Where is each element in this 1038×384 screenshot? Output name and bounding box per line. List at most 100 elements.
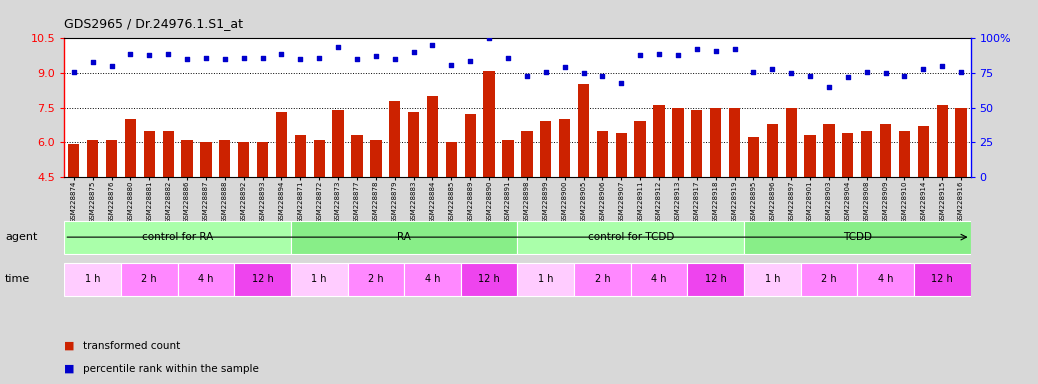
Bar (673, 108, 684, 177)
Text: ■: ■ (64, 341, 75, 351)
Bar (899, 131, 910, 177)
Point (481, 35, 497, 41)
Point (896, 73, 912, 79)
Bar (163, 131, 173, 177)
Text: agent: agent (5, 232, 37, 242)
Point (462, 58, 479, 64)
Point (141, 52, 158, 58)
Bar (182, 140, 193, 177)
Bar (800, 263, 857, 296)
Bar (521, 131, 532, 177)
Point (443, 61, 460, 68)
Bar (465, 114, 475, 177)
Text: 1 h: 1 h (765, 274, 780, 285)
Bar (936, 105, 948, 177)
Point (367, 53, 384, 60)
Bar (862, 131, 872, 177)
Point (405, 49, 421, 55)
Bar (823, 124, 835, 177)
Bar (219, 140, 230, 177)
Point (801, 73, 818, 79)
Text: 12 h: 12 h (479, 274, 500, 285)
Bar (348, 263, 404, 296)
Text: 4 h: 4 h (425, 274, 440, 285)
Point (65, 68, 82, 74)
Bar (747, 137, 759, 177)
Bar (597, 131, 608, 177)
Point (122, 51, 139, 57)
Bar (404, 263, 461, 296)
Bar (744, 221, 971, 253)
Bar (200, 142, 212, 177)
Bar (291, 263, 348, 296)
Point (160, 51, 176, 57)
Bar (842, 133, 853, 177)
Bar (653, 105, 664, 177)
Point (651, 51, 667, 57)
Bar (559, 119, 570, 177)
Point (538, 68, 554, 74)
Bar (786, 108, 797, 177)
Point (84, 59, 101, 65)
Point (499, 55, 516, 61)
Point (953, 68, 969, 74)
Bar (87, 140, 99, 177)
Bar (631, 263, 687, 296)
Bar (540, 121, 551, 177)
Bar (427, 96, 438, 177)
Bar (332, 110, 344, 177)
Text: 4 h: 4 h (878, 274, 894, 285)
Bar (276, 112, 288, 177)
Bar (634, 121, 646, 177)
Bar (710, 108, 721, 177)
Text: TCDD: TCDD (843, 232, 872, 242)
Bar (313, 140, 325, 177)
Bar (143, 131, 155, 177)
Bar (691, 110, 703, 177)
Point (934, 63, 951, 69)
Text: GDS2965 / Dr.24976.1.S1_at: GDS2965 / Dr.24976.1.S1_at (64, 17, 243, 30)
Bar (64, 221, 291, 253)
Point (519, 73, 536, 79)
Bar (125, 119, 136, 177)
Text: 12 h: 12 h (251, 274, 273, 285)
Point (594, 73, 610, 79)
Point (613, 79, 630, 86)
Bar (502, 140, 514, 177)
Bar (880, 124, 892, 177)
Bar (408, 112, 419, 177)
Text: 1 h: 1 h (311, 274, 327, 285)
Point (688, 46, 705, 53)
Point (727, 46, 743, 53)
Bar (744, 263, 800, 296)
Bar (64, 263, 121, 296)
Bar (351, 135, 362, 177)
Point (877, 70, 894, 76)
Point (575, 70, 592, 76)
Bar (517, 221, 744, 253)
Point (254, 55, 271, 61)
Bar (955, 108, 966, 177)
Point (764, 66, 781, 72)
Point (349, 56, 365, 62)
Bar (767, 124, 777, 177)
Text: time: time (5, 274, 30, 285)
Text: 4 h: 4 h (198, 274, 214, 285)
Point (273, 51, 290, 57)
Bar (574, 263, 631, 296)
Bar (687, 263, 744, 296)
Bar (918, 126, 929, 177)
Bar (517, 263, 574, 296)
Bar (857, 263, 913, 296)
Point (386, 56, 403, 62)
Point (840, 74, 856, 80)
Bar (578, 84, 590, 177)
Point (311, 55, 328, 61)
Text: 1 h: 1 h (85, 274, 101, 285)
Point (858, 68, 875, 74)
Text: 2 h: 2 h (595, 274, 610, 285)
Point (179, 56, 195, 62)
Point (745, 68, 762, 74)
Bar (177, 263, 235, 296)
Text: 2 h: 2 h (368, 274, 384, 285)
